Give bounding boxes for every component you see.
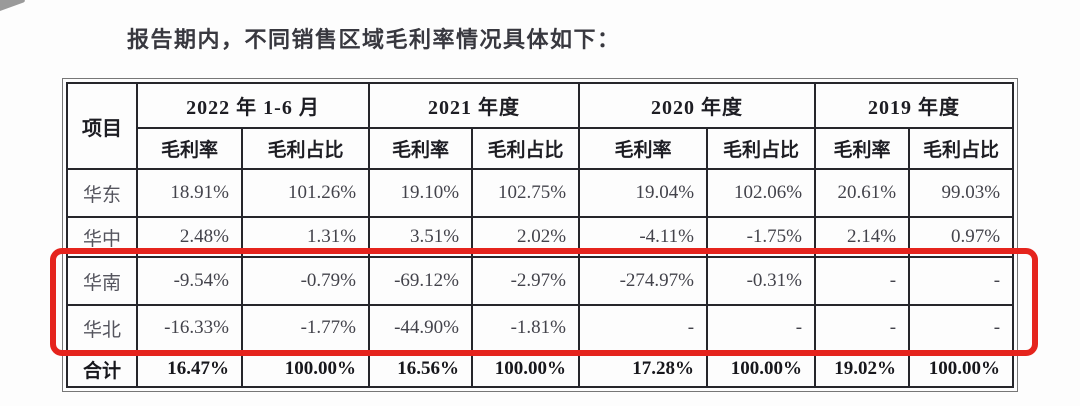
table-cell: 17.28%	[578, 350, 709, 388]
subheader-gross-margin: 毛利率	[368, 127, 474, 170]
table-cell: 2.02%	[471, 216, 581, 258]
page-title: 报告期内，不同销售区域毛利率情况具体如下：	[127, 27, 621, 52]
table-cell: 19.10%	[368, 168, 474, 218]
period-header-2022-h1: 2022 年 1-6 月	[135, 82, 371, 129]
subheader-gross-profit-share: 毛利占比	[240, 127, 371, 170]
table-cell: 19.02%	[814, 350, 911, 388]
subheader-gross-margin: 毛利率	[136, 127, 243, 170]
header-row-periods: 项目 2022 年 1-6 月 2021 年度 2020 年度 2019 年度	[66, 82, 1015, 170]
subheader-gross-margin: 毛利率	[578, 127, 709, 170]
table-cell: -0.79%	[240, 256, 371, 306]
table-cell: 0.97%	[908, 216, 1015, 258]
table-cell: 100.00%	[471, 350, 581, 388]
table-cell: -	[814, 304, 911, 352]
table-cell: 18.91%	[136, 168, 243, 218]
scan-corner-artifact	[0, 0, 26, 14]
table-cell: 16.56%	[368, 350, 474, 388]
period-header-2021: 2021 年度	[368, 82, 581, 129]
table-cell: -274.97%	[578, 256, 709, 306]
header-row-metrics: 毛利率 毛利占比 毛利率 毛利占比 毛利率 毛利占比 毛利率 毛利占比	[67, 127, 1015, 170]
region-margin-table: 项目 2022 年 1-6 月 2021 年度 2020 年度 2019 年度 …	[62, 78, 1019, 392]
table-row-east-china: 华东 18.91% 101.26% 19.10% 102.75% 19.04% …	[66, 168, 1015, 218]
row-label: 华北	[66, 304, 138, 352]
table-cell: 99.03%	[908, 168, 1015, 218]
table-cell: 101.26%	[240, 168, 371, 218]
table-cell: -	[908, 256, 1015, 306]
period-header-2020: 2020 年度	[578, 82, 817, 129]
table-cell: 3.51%	[368, 216, 474, 258]
table-cell: -1.75%	[706, 216, 817, 258]
table-cell: 100.00%	[706, 350, 817, 388]
row-label: 华南	[66, 256, 138, 306]
table-cell: 20.61%	[814, 168, 911, 218]
table-cell: -69.12%	[368, 256, 474, 306]
margin-table: 项目 2022 年 1-6 月 2021 年度 2020 年度 2019 年度 …	[66, 82, 1015, 388]
table-cell: -	[578, 304, 709, 352]
subheader-gross-margin: 毛利率	[814, 127, 911, 170]
table-cell: 2.14%	[814, 216, 911, 258]
table-row-north-china: 华北 -16.33% -1.77% -44.90% -1.81% - - - -	[66, 304, 1015, 352]
table-row-total: 合计 16.47% 100.00% 16.56% 100.00% 17.28% …	[66, 350, 1015, 388]
table-cell: -	[908, 304, 1015, 352]
table-row-south-china: 华南 -9.54% -0.79% -69.12% -2.97% -274.97%…	[66, 256, 1015, 306]
table-cell: -1.77%	[240, 304, 371, 352]
table-row-central-china: 华中 2.48% 1.31% 3.51% 2.02% -4.11% -1.75%…	[66, 216, 1015, 258]
row-label: 合计	[66, 350, 138, 388]
table-cell: 102.06%	[706, 168, 817, 218]
table-cell: -	[814, 256, 911, 306]
subheader-gross-profit-share: 毛利占比	[706, 127, 817, 170]
table-cell: 102.75%	[471, 168, 581, 218]
table-cell: 100.00%	[908, 350, 1015, 388]
table-cell: -16.33%	[136, 304, 243, 352]
subheader-gross-profit-share: 毛利占比	[908, 127, 1015, 170]
table-cell: -44.90%	[368, 304, 474, 352]
row-label: 华中	[66, 216, 138, 258]
table-cell: -2.97%	[471, 256, 581, 306]
table-cell: -0.31%	[706, 256, 817, 306]
table-cell: -1.81%	[471, 304, 581, 352]
subheader-gross-profit-share: 毛利占比	[471, 127, 581, 170]
table-cell: 2.48%	[136, 216, 243, 258]
table-cell: 16.47%	[136, 350, 243, 388]
row-label: 华东	[66, 168, 138, 218]
table-cell: 1.31%	[240, 216, 371, 258]
table-cell: 100.00%	[240, 350, 371, 388]
table-cell: -	[706, 304, 817, 352]
header-item: 项目	[66, 82, 138, 170]
table-cell: -4.11%	[578, 216, 709, 258]
period-header-2019: 2019 年度	[814, 82, 1015, 129]
table-cell: 19.04%	[578, 168, 709, 218]
table-cell: -9.54%	[136, 256, 243, 306]
